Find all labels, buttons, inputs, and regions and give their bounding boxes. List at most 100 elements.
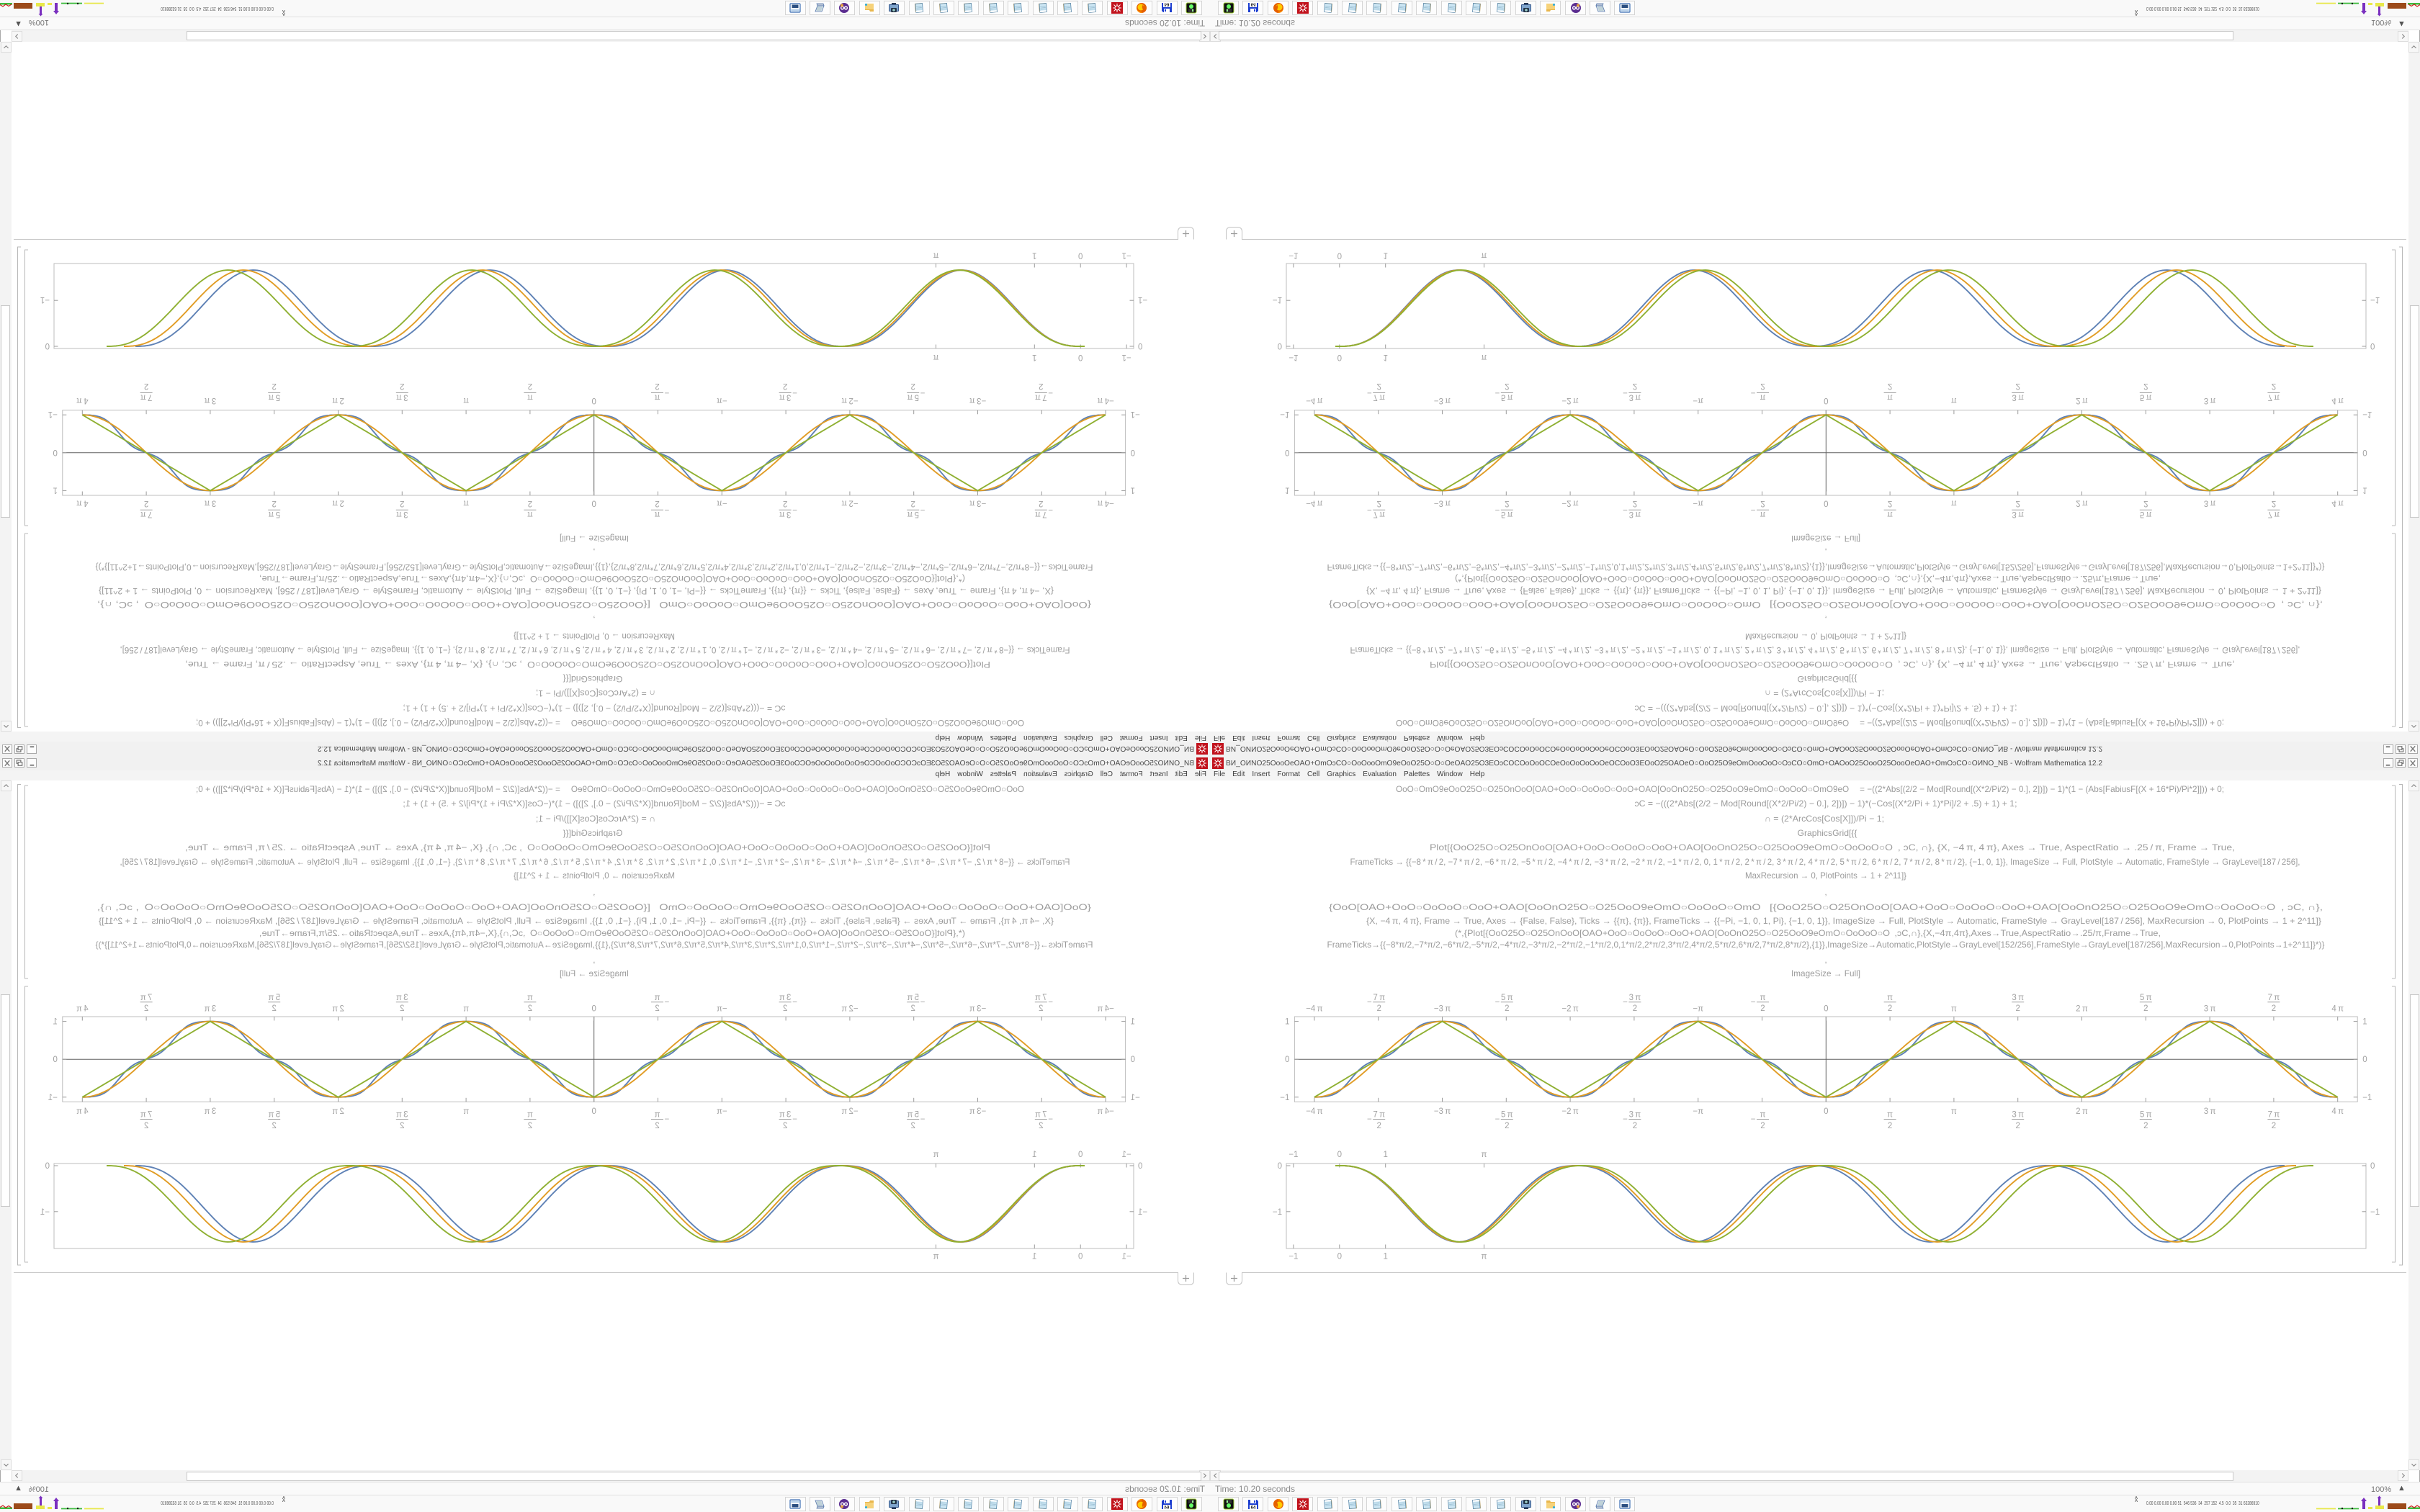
svg-text:3 π: 3 π [1629, 994, 1641, 1002]
svg-text:π: π [1482, 1151, 1487, 1159]
svg-text:−: − [1367, 998, 1372, 1007]
svg-text:1: 1 [1383, 353, 1387, 361]
svg-text:π: π [654, 393, 660, 402]
svg-text:5 π: 5 π [1501, 994, 1513, 1002]
svg-text:π: π [654, 510, 660, 518]
svg-text:−1: −1 [2362, 1094, 2372, 1102]
svg-text:π: π [933, 251, 938, 260]
svg-text:0: 0 [1131, 1056, 1135, 1064]
svg-text:1: 1 [2362, 485, 2367, 494]
svg-text:2: 2 [1888, 1122, 1892, 1130]
svg-text:3 π: 3 π [2204, 396, 2216, 405]
svg-text:−4 π: −4 π [1306, 1005, 1322, 1014]
svg-text:2: 2 [1888, 499, 1892, 508]
svg-text:−1: −1 [2370, 1208, 2380, 1217]
svg-text:2: 2 [1376, 1004, 1381, 1013]
svg-text:−4 π: −4 π [1306, 1107, 1322, 1116]
svg-text:4 π: 4 π [2331, 499, 2344, 508]
svg-text:2 π: 2 π [2076, 1107, 2088, 1116]
svg-text:0: 0 [1337, 1253, 1342, 1261]
svg-text:−1: −1 [1138, 1208, 1147, 1217]
svg-text:7 π: 7 π [1035, 393, 1047, 402]
svg-text:−3 π: −3 π [969, 1005, 986, 1014]
svg-text:2: 2 [910, 1004, 915, 1013]
svg-text:7 π: 7 π [1373, 510, 1385, 518]
svg-text:−1: −1 [40, 1208, 50, 1217]
svg-text:π: π [1482, 1253, 1487, 1261]
svg-text:0: 0 [2362, 1056, 2367, 1064]
svg-text:2: 2 [1760, 382, 1765, 390]
svg-text:2: 2 [1505, 1004, 1509, 1013]
svg-text:−2 π: −2 π [1561, 499, 1578, 508]
svg-text:2: 2 [783, 499, 787, 508]
svg-text:3 π: 3 π [396, 994, 408, 1002]
svg-text:0: 0 [1824, 1107, 1828, 1116]
svg-text:3 π: 3 π [2012, 994, 2024, 1002]
svg-text:π: π [933, 1151, 938, 1159]
svg-text:−: − [1751, 388, 1756, 397]
svg-text:2: 2 [2143, 1004, 2148, 1013]
svg-text:3 π: 3 π [2204, 499, 2216, 508]
svg-text:−1: −1 [1131, 410, 1140, 418]
svg-text:0: 0 [1138, 1162, 1142, 1171]
svg-text:π: π [1951, 1107, 1957, 1116]
svg-text:−: − [1495, 998, 1500, 1007]
svg-text:2 π: 2 π [2076, 396, 2088, 405]
svg-text:−: − [664, 1115, 669, 1124]
svg-text:π: π [1760, 1111, 1766, 1120]
svg-text:π: π [1482, 251, 1487, 260]
svg-text:π: π [1887, 994, 1893, 1002]
svg-text:0: 0 [1285, 1056, 1289, 1064]
svg-text:0: 0 [2370, 1162, 2375, 1171]
svg-text:2: 2 [2143, 382, 2148, 390]
svg-text:2: 2 [272, 499, 276, 508]
svg-text:2: 2 [655, 1004, 659, 1013]
svg-text:−2 π: −2 π [1561, 1005, 1578, 1014]
svg-text:π: π [1887, 510, 1893, 518]
svg-text:2: 2 [783, 1004, 787, 1013]
svg-text:−: − [1495, 388, 1500, 397]
svg-text:2: 2 [2143, 1122, 2148, 1130]
svg-text:−: − [1751, 998, 1756, 1007]
svg-text:1: 1 [1032, 1253, 1036, 1261]
svg-text:2: 2 [1633, 1122, 1637, 1130]
svg-text:2: 2 [1039, 1004, 1043, 1013]
svg-text:4 π: 4 π [76, 1005, 89, 1014]
svg-text:64: 64 [1165, 1506, 1170, 1511]
svg-text:−3 π: −3 π [1434, 1005, 1451, 1014]
svg-text:−4 π: −4 π [1097, 396, 1113, 405]
svg-text:−1: −1 [1289, 1151, 1298, 1159]
svg-text:5 π: 5 π [2140, 393, 2152, 402]
svg-text:4 π: 4 π [2331, 1107, 2344, 1116]
svg-text:2: 2 [272, 1122, 276, 1130]
svg-text:2: 2 [144, 1004, 148, 1013]
svg-text:−: − [1751, 1115, 1756, 1124]
svg-text:1: 1 [1285, 1018, 1289, 1027]
svg-text:7 π: 7 π [1035, 510, 1047, 518]
svg-text:−: − [664, 505, 669, 514]
svg-text:π: π [654, 1111, 660, 1120]
svg-text:3 π: 3 π [205, 396, 217, 405]
svg-text:−3 π: −3 π [969, 1107, 986, 1116]
svg-text:2: 2 [400, 382, 404, 390]
svg-text:2: 2 [528, 1004, 532, 1013]
svg-text:−1: −1 [1122, 353, 1131, 361]
svg-text:π: π [463, 1107, 469, 1116]
svg-text:2: 2 [528, 499, 532, 508]
svg-text:7 π: 7 π [2268, 393, 2280, 402]
svg-text:−3 π: −3 π [969, 499, 986, 508]
svg-text:5 π: 5 π [268, 393, 280, 402]
svg-text:−: − [1751, 505, 1756, 514]
svg-text:−1: −1 [2362, 410, 2372, 418]
svg-text:−: − [920, 388, 925, 397]
svg-text:2: 2 [144, 1122, 148, 1130]
svg-text:−π: −π [717, 396, 727, 405]
svg-text:π: π [1887, 1111, 1893, 1120]
svg-text:π: π [463, 396, 469, 405]
svg-text:−3 π: −3 π [969, 396, 986, 405]
svg-text:−π: −π [1693, 1005, 1703, 1014]
svg-text:7 π: 7 π [2268, 994, 2280, 1002]
svg-text:−π: −π [717, 1005, 727, 1014]
svg-text:2: 2 [144, 382, 148, 390]
svg-text:−: − [1623, 505, 1628, 514]
